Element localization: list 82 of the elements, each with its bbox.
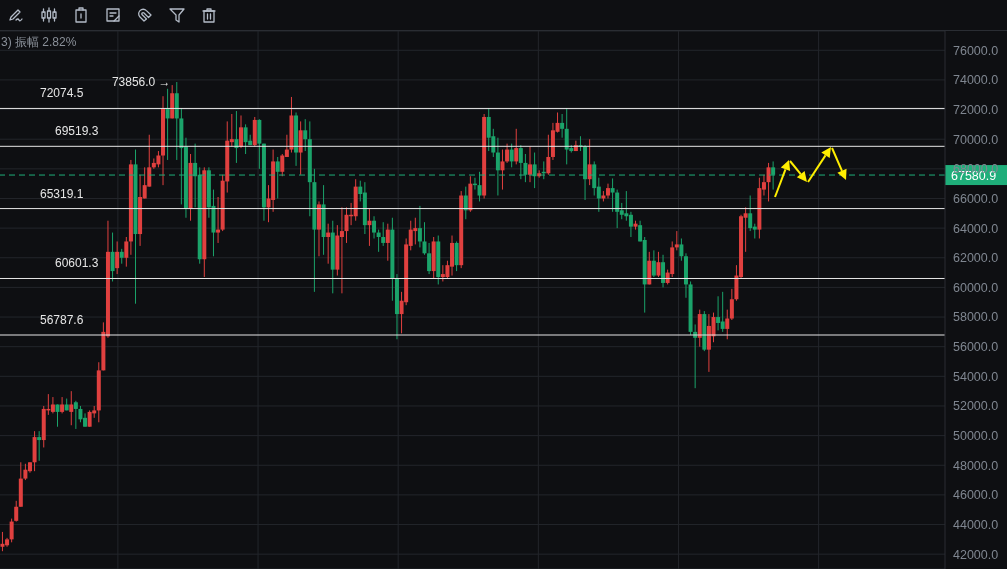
candlestick — [528, 146, 533, 183]
candlestick — [546, 134, 551, 176]
candlestick — [716, 295, 721, 331]
candlestick — [454, 240, 459, 272]
candlestick — [115, 240, 120, 275]
candlestick — [344, 206, 349, 244]
candlestick — [560, 113, 565, 139]
ref-line-label: 56787.6 — [40, 313, 84, 328]
candlestick — [37, 430, 42, 462]
candlestick — [243, 123, 248, 155]
annotation: 73856.0 → — [111, 75, 171, 90]
candlestick — [385, 223, 390, 262]
y-tick-label: 62000.0 — [953, 251, 999, 266]
candlestick — [339, 206, 344, 294]
y-tick-label: 66000.0 — [953, 191, 999, 206]
candlestick — [587, 138, 592, 186]
y-tick-label: 52000.0 — [953, 399, 999, 414]
candlestick — [110, 232, 115, 282]
candlestick — [477, 171, 482, 202]
y-tick-label: 44000.0 — [953, 517, 999, 532]
candlestick — [298, 120, 303, 176]
candlestick — [50, 396, 55, 414]
candlestick — [216, 196, 221, 244]
ref-line-label: 60601.3 — [55, 256, 99, 271]
y-tick-label: 58000.0 — [953, 310, 999, 325]
candlestick — [0, 531, 5, 552]
candlestick — [505, 143, 510, 164]
candlestick — [486, 107, 491, 152]
candlestick — [413, 217, 418, 245]
y-tick-label: 64000.0 — [953, 221, 999, 236]
candlestick — [697, 309, 702, 348]
candlestick — [748, 195, 753, 232]
candlestick — [679, 237, 684, 262]
candlestick — [257, 118, 262, 170]
candlestick — [592, 160, 597, 197]
candlestick — [500, 149, 505, 191]
candlestick — [771, 160, 776, 191]
ref-line-label: 65319.1 — [40, 186, 84, 201]
candlestick — [73, 400, 78, 430]
y-tick-label: 54000.0 — [953, 369, 999, 384]
y-tick-label: 56000.0 — [953, 340, 999, 355]
candlestick — [427, 242, 432, 275]
candlestick — [239, 114, 243, 149]
y-tick-label: 42000.0 — [953, 547, 999, 562]
candlestick — [628, 211, 633, 238]
ref-line-label: 69519.3 — [55, 124, 99, 139]
y-tick-label: 60000.0 — [953, 280, 999, 295]
candlestick — [381, 221, 386, 247]
candlestick — [518, 144, 523, 180]
candlestick — [14, 500, 19, 523]
candlestick — [564, 107, 569, 165]
candlestick — [372, 215, 377, 239]
candlestick — [303, 118, 308, 152]
candlestick — [514, 128, 519, 165]
candlestick — [275, 156, 280, 199]
candlestick — [532, 152, 537, 189]
candlestick — [615, 189, 620, 229]
y-tick-label: 74000.0 — [953, 73, 999, 88]
candlestick — [661, 254, 666, 288]
candlestick — [509, 143, 514, 168]
candlestick — [674, 230, 679, 251]
candlestick — [69, 390, 74, 426]
candlestick — [124, 236, 129, 268]
annotation: 3) 振幅 2.82% — [1, 34, 77, 51]
y-tick-label: 72000.0 — [953, 102, 999, 117]
candlestick — [766, 162, 771, 202]
candlestick — [656, 251, 661, 278]
candlestick — [9, 518, 14, 543]
y-tick-label: 46000.0 — [953, 488, 999, 503]
y-tick-label: 50000.0 — [953, 429, 999, 444]
candlestick — [523, 153, 528, 183]
candlestick — [55, 403, 60, 428]
candlestick — [725, 309, 730, 340]
ref-line-label: 72074.5 — [40, 86, 84, 101]
candlestick — [610, 177, 615, 213]
candlestick — [651, 249, 656, 278]
y-tick-label: 76000.0 — [953, 43, 999, 58]
y-tick-label: 70000.0 — [953, 132, 999, 147]
candlestick — [495, 137, 500, 197]
y-tick-label: 48000.0 — [953, 458, 999, 473]
candlestick — [720, 291, 725, 333]
candlestick — [60, 396, 65, 414]
